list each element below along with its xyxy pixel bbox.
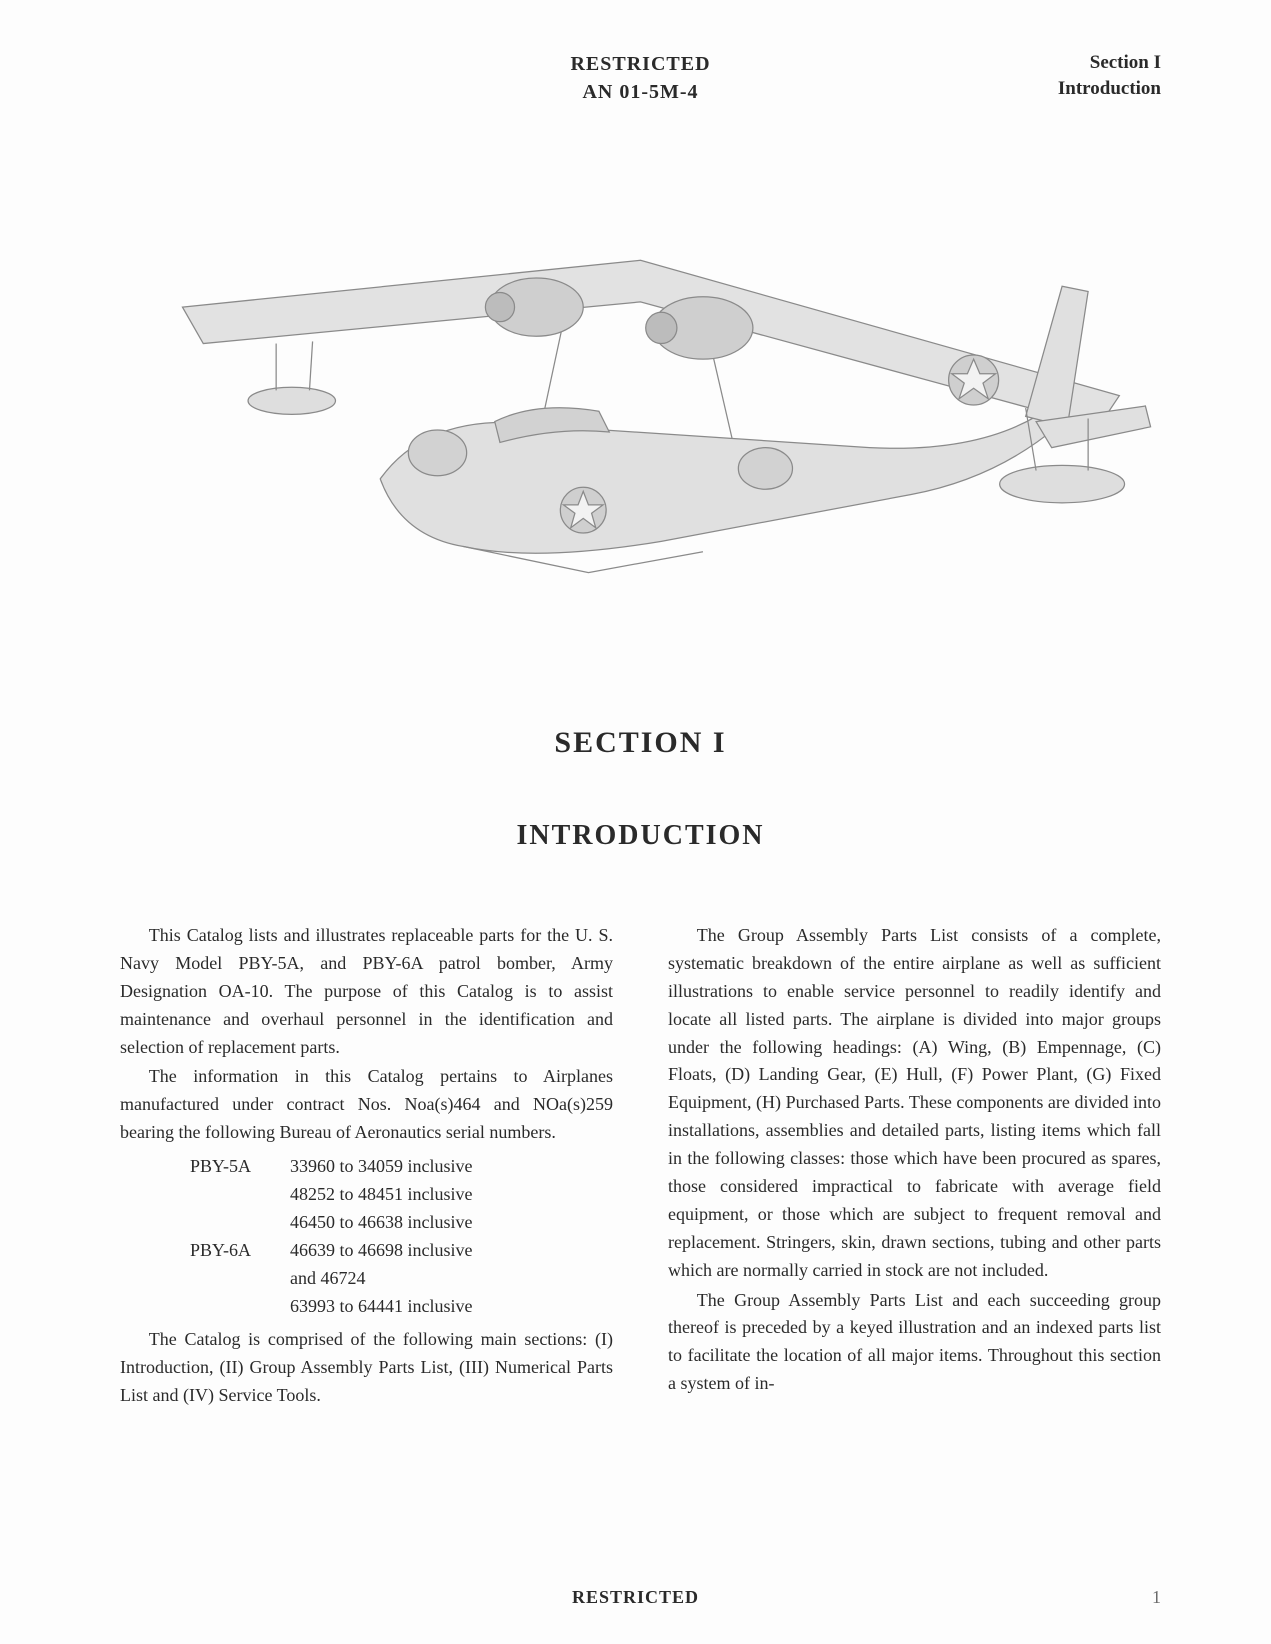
header-center: RESTRICTED AN 01-5M-4 — [320, 50, 961, 106]
serial-model — [190, 1181, 290, 1209]
serial-number-block: PBY-5A 33960 to 34059 inclusive 48252 to… — [190, 1153, 613, 1320]
classification-top: RESTRICTED — [320, 50, 961, 78]
serial-row: PBY-5A 33960 to 34059 inclusive — [190, 1153, 613, 1181]
serial-range: 33960 to 34059 inclusive — [290, 1153, 613, 1181]
footer-classification: RESTRICTED — [0, 1587, 1271, 1608]
serial-model — [190, 1265, 290, 1293]
section-label: Section I — [961, 50, 1161, 76]
right-column: The Group Assembly Parts List consists o… — [668, 922, 1161, 1412]
serial-model: PBY-6A — [190, 1237, 290, 1265]
doc-id: AN 01-5M-4 — [320, 78, 961, 106]
serial-model — [190, 1293, 290, 1321]
left-p3: The Catalog is comprised of the followin… — [120, 1326, 613, 1410]
header-right: Section I Introduction — [961, 50, 1161, 101]
page: RESTRICTED AN 01-5M-4 Section I Introduc… — [0, 0, 1271, 1644]
serial-row: 46450 to 46638 inclusive — [190, 1209, 613, 1237]
section-name: Introduction — [961, 76, 1161, 102]
serial-row: 63993 to 64441 inclusive — [190, 1293, 613, 1321]
serial-range: 46639 to 46698 inclusive — [290, 1237, 613, 1265]
left-p2: The information in this Catalog pertains… — [120, 1063, 613, 1147]
section-heading: SECTION I — [120, 726, 1161, 760]
serial-model — [190, 1209, 290, 1237]
serial-row: and 46724 — [190, 1265, 613, 1293]
page-header: RESTRICTED AN 01-5M-4 Section I Introduc… — [120, 50, 1161, 106]
introduction-heading: INTRODUCTION — [120, 820, 1161, 852]
serial-range: 46450 to 46638 inclusive — [290, 1209, 613, 1237]
serial-model: PBY-5A — [190, 1153, 290, 1181]
serial-range: and 46724 — [290, 1265, 613, 1293]
page-number: 1 — [1152, 1587, 1161, 1608]
right-p1: The Group Assembly Parts List consists o… — [668, 922, 1161, 1285]
serial-range: 63993 to 64441 inclusive — [290, 1293, 613, 1321]
aircraft-svg — [120, 126, 1161, 686]
serial-row: 48252 to 48451 inclusive — [190, 1181, 613, 1209]
left-p1: This Catalog lists and illustrates repla… — [120, 922, 613, 1061]
right-p2: The Group Assembly Parts List and each s… — [668, 1287, 1161, 1399]
aircraft-illustration — [120, 126, 1161, 686]
left-column: This Catalog lists and illustrates repla… — [120, 922, 613, 1412]
body-columns: This Catalog lists and illustrates repla… — [120, 922, 1161, 1412]
serial-range: 48252 to 48451 inclusive — [290, 1181, 613, 1209]
serial-row: PBY-6A 46639 to 46698 inclusive — [190, 1237, 613, 1265]
